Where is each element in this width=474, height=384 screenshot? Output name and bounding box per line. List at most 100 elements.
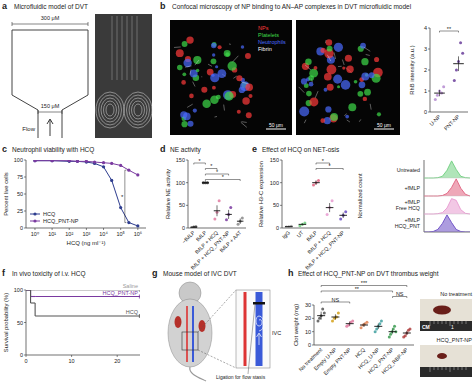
data-point bbox=[194, 225, 197, 228]
flow-arrow bbox=[257, 333, 262, 345]
ruler-label: 1 bbox=[451, 324, 454, 330]
vena-cava bbox=[192, 306, 194, 362]
panel-letter: a bbox=[2, 1, 8, 11]
ruler-tick bbox=[458, 367, 459, 370]
stain-blob bbox=[212, 53, 215, 56]
y-tick-label: 75 bbox=[17, 174, 23, 180]
x-tick-label: 10⁵ bbox=[116, 231, 124, 237]
y-tick bbox=[186, 205, 188, 206]
zoom-box bbox=[182, 332, 198, 350]
x-tick bbox=[117, 355, 118, 357]
stain-blob bbox=[182, 41, 188, 47]
y-tick-label: 20 bbox=[305, 315, 311, 321]
stain-blob bbox=[187, 121, 193, 127]
stain-blob bbox=[248, 94, 252, 98]
chart-title: Effect of HCQ on NET-osis bbox=[262, 146, 340, 154]
data-point bbox=[323, 312, 326, 315]
ruler bbox=[420, 321, 472, 331]
flow-label: Flow bbox=[22, 126, 35, 132]
stain-blob bbox=[183, 59, 191, 67]
fibrin-strand bbox=[215, 116, 217, 118]
stain-blob bbox=[193, 56, 201, 64]
ridge-line bbox=[424, 179, 470, 196]
aorta bbox=[244, 292, 247, 366]
stain-blob bbox=[357, 91, 363, 97]
stain-blob bbox=[211, 43, 216, 48]
micrograph bbox=[296, 20, 400, 135]
y-tick bbox=[186, 160, 188, 161]
sig-label: ** bbox=[447, 26, 452, 32]
stain-blob bbox=[342, 67, 345, 70]
legend-marker bbox=[33, 212, 36, 215]
stain-blob bbox=[186, 36, 193, 43]
fibrin-strand bbox=[327, 55, 331, 61]
panel-title: Microfluidic model of DVT bbox=[14, 3, 88, 10]
y-tick bbox=[24, 290, 26, 291]
micrograph bbox=[95, 14, 152, 138]
stain-blob bbox=[334, 43, 343, 52]
fibrin-strand bbox=[304, 120, 306, 124]
streamline bbox=[122, 16, 123, 80]
plot-area bbox=[26, 290, 140, 318]
ruler-tick bbox=[442, 321, 443, 324]
stain-blob bbox=[236, 75, 242, 81]
stain-blob bbox=[333, 75, 342, 84]
stain-blob bbox=[177, 65, 183, 71]
y-axis-label: Clot weight (mg) bbox=[293, 304, 299, 346]
x-tick-label: 20 bbox=[114, 358, 120, 364]
fibrin-strand bbox=[344, 114, 346, 116]
sig-label: ** bbox=[355, 286, 360, 292]
fibrin-strand bbox=[242, 82, 249, 84]
plot-area bbox=[434, 41, 464, 101]
x-tick bbox=[34, 228, 35, 230]
ridge-baseline bbox=[424, 178, 470, 179]
stain-blob bbox=[242, 97, 249, 104]
censor-tick bbox=[139, 295, 140, 299]
y-tick-label: 0 bbox=[182, 225, 185, 231]
fibrin-strand bbox=[338, 66, 342, 67]
mean-line bbox=[299, 224, 307, 225]
channel-label: Fibrin bbox=[258, 46, 272, 52]
y-tick-label: 50 bbox=[179, 202, 185, 208]
y-tick bbox=[312, 318, 314, 319]
stain-blob bbox=[202, 100, 210, 108]
ruler-tick bbox=[458, 321, 459, 324]
data-point bbox=[453, 79, 456, 82]
data-point bbox=[378, 322, 381, 325]
stain-blob bbox=[327, 84, 334, 91]
stain-blob bbox=[308, 75, 314, 81]
stain-blob bbox=[201, 87, 207, 93]
fibrin-strand bbox=[223, 105, 225, 111]
x-axis-line bbox=[282, 228, 350, 229]
ruler bbox=[420, 367, 472, 377]
panel-letter: e bbox=[252, 144, 257, 154]
stain-blob bbox=[301, 78, 307, 84]
mean-line bbox=[374, 326, 382, 327]
y-tick bbox=[428, 70, 430, 71]
stain-blob bbox=[348, 103, 356, 111]
y-tick bbox=[24, 194, 26, 195]
ruler-tick bbox=[462, 321, 463, 324]
data-point bbox=[321, 308, 324, 311]
x-tick bbox=[103, 228, 104, 230]
mean-line bbox=[346, 323, 354, 324]
y-tick bbox=[186, 228, 188, 229]
vortex bbox=[96, 92, 124, 128]
censor-tick bbox=[139, 290, 140, 292]
ruler-tick bbox=[466, 367, 467, 370]
x-tick-label: HCQ_RBP-NP bbox=[380, 346, 409, 375]
ridge-fill bbox=[424, 199, 470, 214]
data-point bbox=[374, 330, 377, 333]
streamline bbox=[137, 16, 138, 80]
stain-blob bbox=[345, 115, 349, 119]
y-axis-label: Normalized count bbox=[357, 173, 363, 218]
data-point bbox=[339, 217, 342, 220]
stain-blob bbox=[246, 112, 252, 118]
stain-blob bbox=[305, 59, 311, 65]
fibrin-strand bbox=[174, 46, 181, 48]
sig-label: *** bbox=[361, 280, 368, 286]
ruler-tick bbox=[434, 321, 435, 324]
data-point bbox=[229, 206, 232, 209]
x-tick-label: 10³ bbox=[82, 231, 90, 237]
micrograph bbox=[170, 20, 292, 135]
